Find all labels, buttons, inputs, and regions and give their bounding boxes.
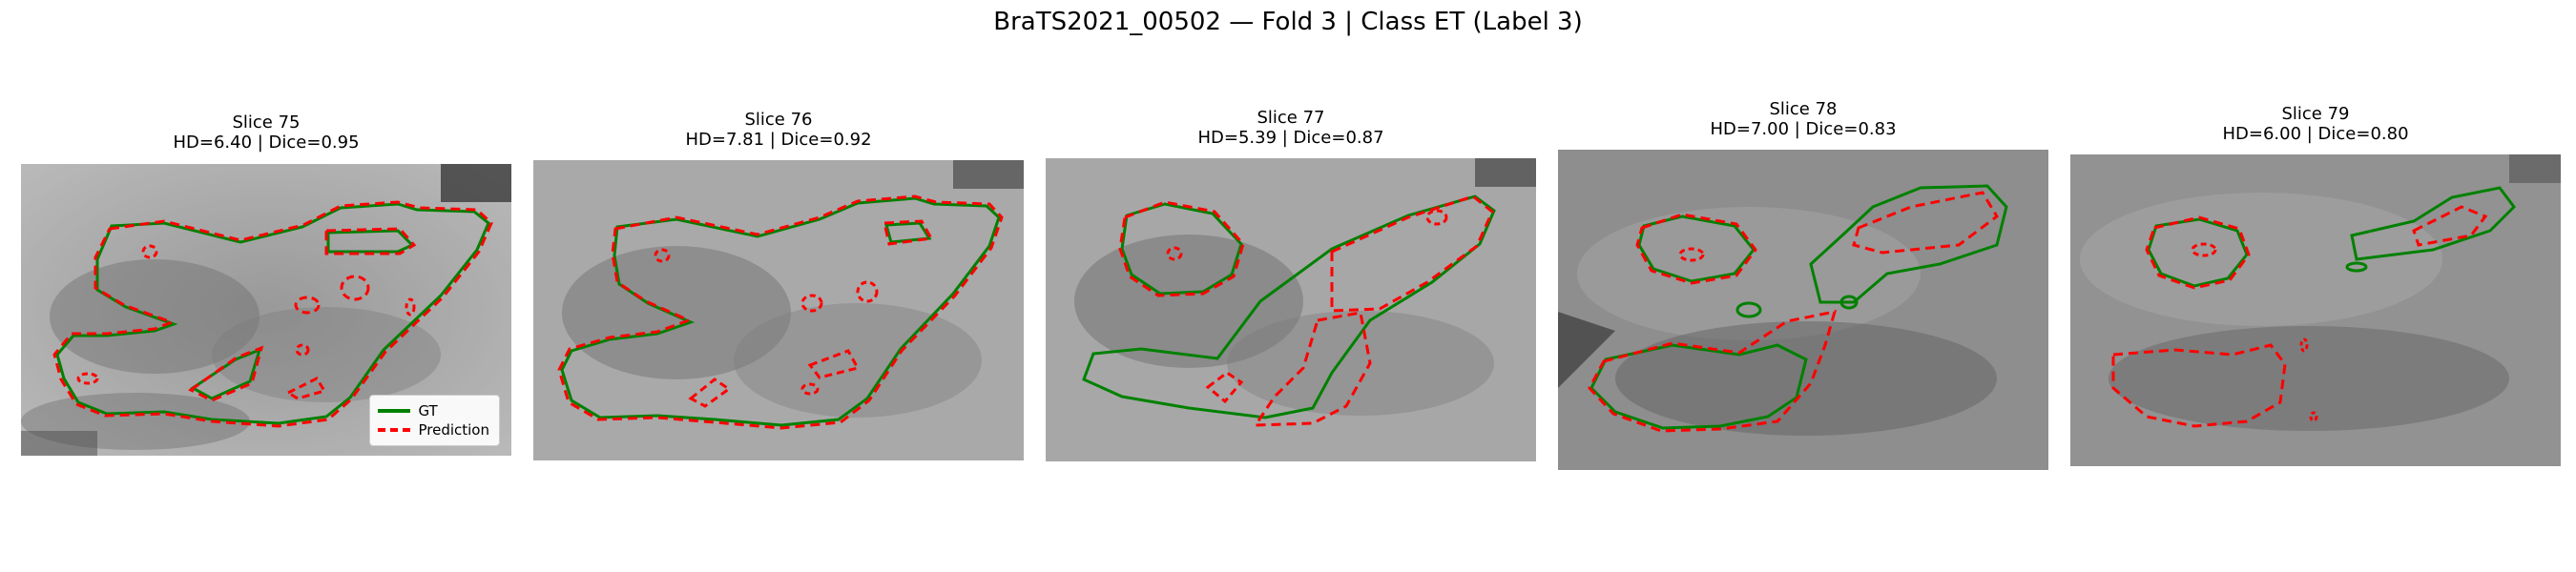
- prediction-contour: [1118, 200, 1245, 297]
- legend-gt-label: GT: [418, 402, 438, 419]
- prediction-contour: [1635, 213, 1757, 285]
- gt-contour: [55, 202, 490, 425]
- prediction-contour: [405, 297, 416, 317]
- legend: GT Prediction: [369, 395, 500, 446]
- prediction-contour: [1588, 310, 1838, 433]
- prediction-contour: [1330, 194, 1494, 313]
- prediction-contour: [294, 296, 321, 315]
- gt-contour: [2345, 261, 2368, 273]
- slice-label: Slice 78: [1769, 99, 1838, 119]
- slice-label: Slice 75: [232, 112, 301, 133]
- gt-contour: [1120, 202, 1243, 296]
- prediction-contour: [1205, 371, 1244, 404]
- prediction-contour: [1425, 209, 1448, 226]
- prediction-contour: [284, 377, 327, 400]
- prediction-contour: [800, 382, 820, 396]
- prediction-contour: [2309, 411, 2318, 422]
- gt-contour: [1589, 343, 1808, 430]
- gt-contour: [190, 347, 262, 400]
- prediction-contour: [2191, 242, 2217, 257]
- legend-prediction-label: Prediction: [418, 421, 489, 439]
- prediction-contour: [2412, 205, 2488, 247]
- gt-contour: [1637, 214, 1755, 283]
- slice-label: Slice 79: [2281, 104, 2350, 124]
- panel-title: Slice 79 HD=6.00 | Dice=0.80: [2070, 104, 2561, 144]
- legend-item-prediction: Prediction: [378, 420, 489, 439]
- panel-title: Slice 77 HD=5.39 | Dice=0.87: [1046, 108, 1536, 148]
- prediction-line-swatch: [378, 425, 411, 435]
- gt-contour: [884, 221, 932, 244]
- metrics-label: HD=6.00 | Dice=0.80: [2222, 124, 2409, 144]
- panel-title: Slice 78 HD=7.00 | Dice=0.83: [1558, 99, 2048, 139]
- gt-contour: [1735, 301, 1762, 318]
- metrics-label: HD=7.00 | Dice=0.83: [1710, 119, 1897, 139]
- panel-slice-79: Slice 79 HD=6.00 | Dice=0.80: [2070, 0, 2561, 572]
- gt-contour: [1809, 184, 2008, 304]
- gt-contour: [2147, 217, 2249, 288]
- metrics-label: HD=5.39 | Dice=0.87: [1197, 128, 1384, 148]
- slice-label: Slice 77: [1257, 108, 1325, 128]
- gt-contour: [560, 196, 1001, 427]
- legend-item-gt: GT: [378, 401, 489, 420]
- prediction-contour: [2299, 337, 2309, 353]
- mri-slice-image: GT Prediction: [21, 164, 511, 456]
- prediction-contour: [295, 343, 310, 357]
- prediction-contour: [557, 194, 1004, 430]
- prediction-contour: [1678, 247, 1705, 262]
- prediction-contour: [1166, 246, 1183, 261]
- gt-contour: [326, 229, 415, 254]
- slice-label: Slice 76: [744, 110, 813, 130]
- gt-contour: [2350, 186, 2516, 261]
- prediction-contour: [2111, 343, 2287, 428]
- prediction-contour: [654, 248, 671, 263]
- prediction-contour: [52, 200, 493, 428]
- prediction-contour: [188, 345, 264, 402]
- panel-slice-77: Slice 77 HD=5.39 | Dice=0.87: [1046, 0, 1536, 572]
- panel-title: Slice 75 HD=6.40 | Dice=0.95: [21, 112, 511, 153]
- mri-slice-image: [533, 160, 1024, 460]
- prediction-contour: [324, 227, 417, 255]
- metrics-label: HD=6.40 | Dice=0.95: [173, 133, 360, 153]
- gt-contour: [1839, 295, 1859, 310]
- prediction-contour: [1852, 191, 1999, 255]
- mri-slice-image: [1558, 150, 2048, 470]
- prediction-contour: [141, 244, 158, 259]
- gt-line-swatch: [378, 406, 411, 416]
- mri-slice-image: [2070, 154, 2561, 466]
- panel-title: Slice 76 HD=7.81 | Dice=0.92: [533, 110, 1024, 150]
- panel-slice-75: Slice 75 HD=6.40 | Dice=0.95: [21, 0, 511, 572]
- mri-slice-image: [1046, 158, 1536, 461]
- panel-slice-76: Slice 76 HD=7.81 | Dice=0.92: [533, 0, 1024, 572]
- prediction-contour: [800, 294, 823, 313]
- prediction-contour: [856, 280, 879, 303]
- prediction-contour: [340, 275, 370, 301]
- panel-slice-78: Slice 78 HD=7.00 | Dice=0.83: [1558, 0, 2048, 572]
- figure-title: BraTS2021_00502 — Fold 3 | Class ET (Lab…: [993, 8, 1583, 36]
- prediction-contour: [76, 372, 99, 385]
- prediction-contour: [807, 349, 861, 379]
- metrics-label: HD=7.81 | Dice=0.92: [685, 130, 872, 150]
